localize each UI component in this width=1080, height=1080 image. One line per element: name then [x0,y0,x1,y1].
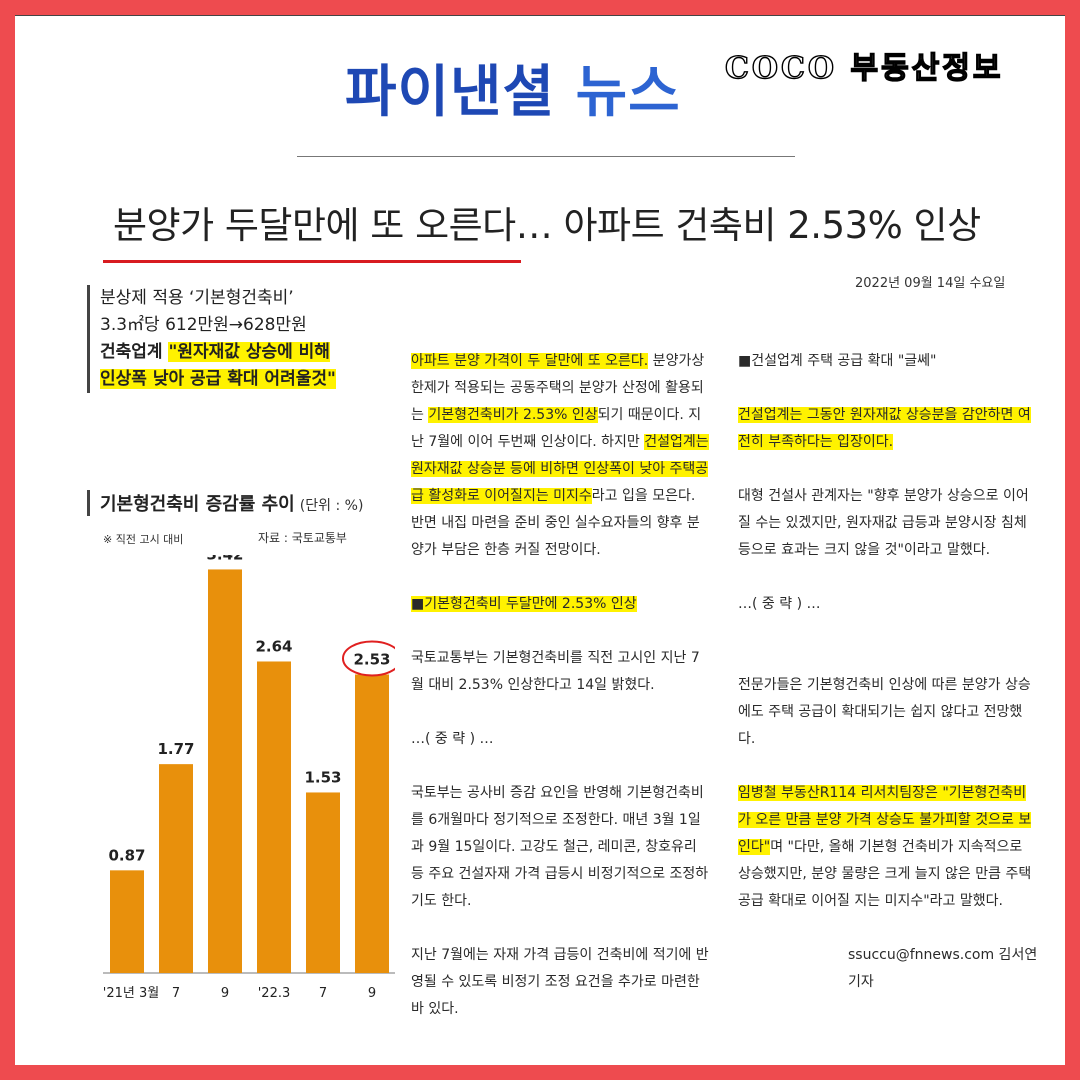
chart-title: 기본형건축비 증감률 추이 (단위 : %) [87,490,363,516]
summary-box: 분상제 적용 ‘기본형건축비’ 3.3㎡당 612만원→628만원 건축업계 "… [87,285,396,393]
chart-bar [355,674,389,973]
article-column-2: 아파트 분양 가격이 두 달만에 또 오른다. 분양가상한제가 적용되는 공동주… [411,348,711,1023]
chart-bar [110,870,144,973]
summary-line: 3.3㎡당 612만원→628만원 [100,315,307,335]
paragraph: 지난 7월에는 자재 가격 급등이 건축비에 적기에 반영될 수 있도록 비정기… [411,947,709,1017]
chart-bar [257,661,291,973]
paragraph: 전문가들은 기본형건축비 인상에 따른 분양가 상승에도 주택 공급이 확대되기… [738,677,1031,747]
chart-unit: (단위 : %) [299,498,364,514]
data-label: 3.42 [206,555,243,563]
article-column-3: ■건설업계 주택 공급 확대 "글쎄" 건설업계는 그동안 원자재값 상승분을 … [738,348,1038,996]
newspaper-logo: 파이낸셜 뉴스 [345,47,681,128]
data-label: 2.53 [353,650,390,668]
x-tick-label: 9 [368,986,376,1001]
chart-bar [306,792,340,973]
bar-chart: 0.87 '21년 3월 1.77 7 3.42 9 2.64 '22.3 1.53 7 2.53 9 [103,555,395,1001]
publish-date: 2022년 09월 14일 수요일 [855,276,1006,291]
x-tick-label: '21년 3월 [103,986,159,1001]
headline: 분양가 두달만에 또 오른다… 아파트 건축비 2.53% 인상 [113,204,981,247]
chart-bar [208,569,242,973]
data-label: 0.87 [108,846,145,864]
highlighted-text: 기본형건축비가 2.53% 인상 [428,407,598,423]
omission-mark: …( 중 략 ) … [738,596,821,612]
paragraph: 국토교통부는 기본형건축비를 직전 고시인 지난 7월 대비 2.53% 인상한… [411,650,700,693]
x-tick-label: 7 [172,986,180,1001]
chart-bar [159,764,193,973]
logo-main-text: 파이낸셜 [345,60,556,125]
body-text: 라고 입을 모은다. 반면 내집 마련을 준비 중인 실수요자들의 향후 분양가… [411,488,700,558]
paragraph: 국토부는 공사비 증감 요인을 반영해 기본형건축비를 6개월마다 정기적으로 … [411,785,709,909]
summary-line: 분상제 적용 ‘기본형건축비’ [100,288,294,308]
subheading: ■건설업계 주택 공급 확대 "글쎄" [738,353,937,369]
omission-mark: …( 중 략 ) … [411,731,494,747]
x-tick-label: 9 [221,986,229,1001]
x-tick-label: '22.3 [258,986,291,1001]
paragraph: 아파트 분양 가격이 두 달만에 또 오른다. 분양가상한제가 적용되는 공동주… [411,348,711,564]
x-tick-label: 7 [319,986,327,1001]
highlighted-text: 아파트 분양 가격이 두 달만에 또 오른다. [411,353,649,369]
masthead-divider [297,156,795,157]
headline-underline [103,260,521,263]
summary-line: 인상폭 낮아 공급 확대 어려울것" [100,369,336,389]
logo-news-text: 뉴스 [575,60,681,125]
paragraph: 대형 건설사 관계자는 "향후 분양가 상승으로 이어질 수는 있겠지만, 원자… [738,488,1029,558]
watermark-stamp: COCO 부동산정보 [724,50,1004,86]
body-text: 되기 때문이다. 지난 7월에 이어 두번째 인상이다. 하지만 [411,407,702,450]
data-label: 1.77 [157,740,194,758]
paragraph: 임병철 부동산R114 리서치팀장은 "기본형건축비가 오른 만큼 분양 가격 … [738,785,1032,909]
highlight-circle [342,640,395,677]
data-label: 2.64 [255,637,292,655]
body-text: 분양가상한제가 적용되는 공동주택의 분양가 산정에 활용되는 [411,353,705,423]
article-page: 파이낸셜 뉴스 COCO 부동산정보 분양가 두달만에 또 오른다… 아파트 건… [15,15,1065,1065]
data-label: 1.53 [304,768,341,786]
top-border-line [15,15,1065,16]
byline: ssuccu@fnnews.com 김서연 기자 [848,947,1038,990]
subheading: ■기본형건축비 두달만에 2.53% 인상 [411,596,637,612]
summary-line: 건축업계 "원자재값 상승에 비해 [100,342,330,362]
chart-note: ※ 직전 고시 대비 [103,533,184,546]
chart-source: 자료 : 국토교통부 [258,531,347,545]
paragraph: 건설업계는 그동안 원자재값 상승분을 감안하면 여전히 부족하다는 입장이다. [738,407,1031,450]
